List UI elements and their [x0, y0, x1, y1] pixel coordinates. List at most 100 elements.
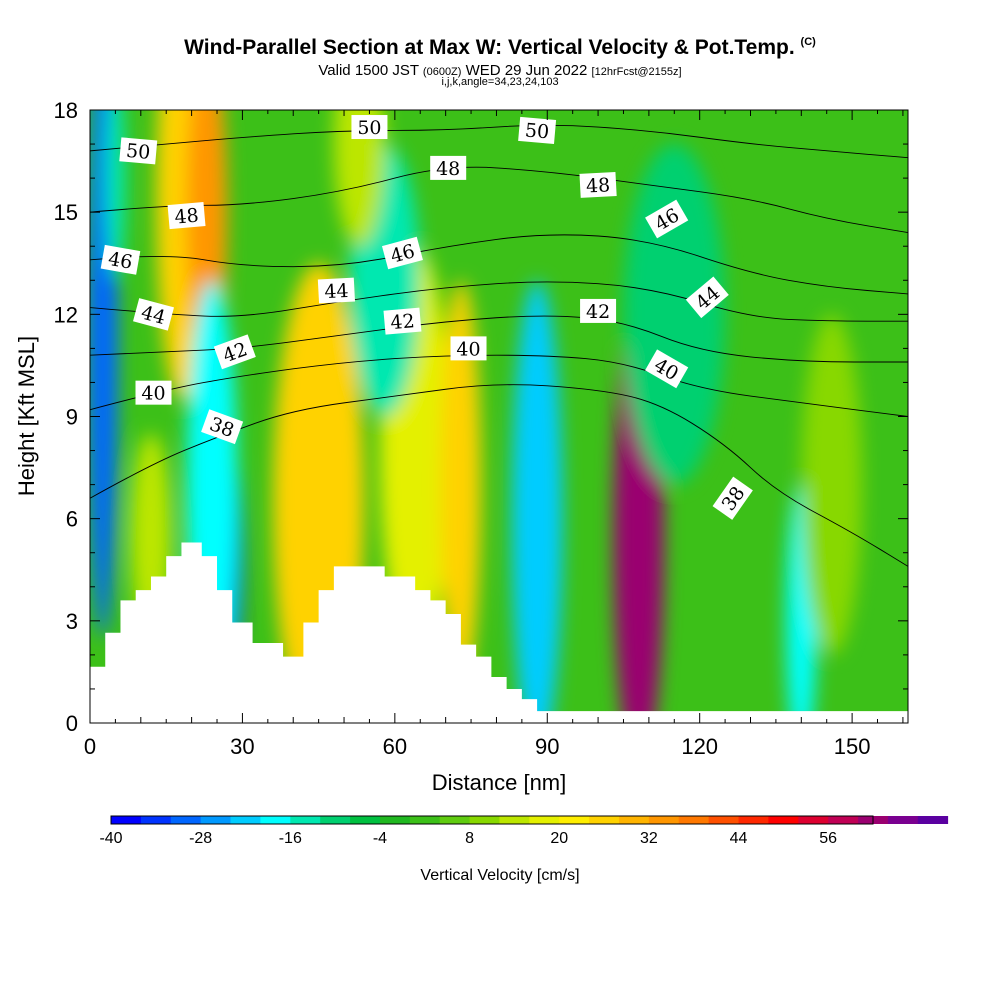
colorbar-tick-label: 20	[550, 830, 568, 847]
colorbar-tick-label: -4	[373, 830, 387, 847]
x-tick-label: 60	[383, 734, 407, 759]
colorbar-swatch	[200, 816, 231, 824]
contour-label-box	[579, 171, 617, 198]
contour-label-box	[712, 476, 753, 520]
contour-label-text: 50	[524, 119, 550, 143]
contour-label-box	[381, 236, 423, 270]
subtitle-fcst: [12hrFcst@2155z]	[591, 66, 682, 78]
colorbar-swatch	[708, 816, 739, 824]
contour-label-14: 42	[580, 298, 617, 323]
contour-label-box	[685, 276, 729, 319]
colorbar-swatch	[828, 816, 859, 824]
contour-label-text: 48	[585, 174, 610, 197]
colorbar-tick-label: -40	[99, 830, 122, 847]
contour-label-5: 48	[579, 171, 617, 198]
colorbar-title: Vertical Velocity [cm/s]	[420, 867, 579, 884]
contour-label-4: 48	[430, 155, 467, 180]
x-tick-label: 30	[230, 734, 254, 759]
colorbar-swatch	[678, 816, 710, 824]
colorbar-swatch	[559, 816, 590, 824]
contour-label-0: 50	[119, 137, 158, 165]
colorbar-swatch	[798, 816, 829, 824]
contour-label-text: 42	[586, 301, 610, 323]
colorbar-swatch	[619, 816, 650, 824]
colorbar-frame	[110, 815, 874, 825]
colorbar-tick-label: -28	[189, 830, 212, 847]
contour-label-box	[135, 380, 172, 405]
contour-label-text: 44	[324, 280, 349, 303]
x-tick-label: 120	[681, 734, 718, 759]
colorbar-swatch	[768, 816, 799, 824]
theta-contour-46	[90, 234, 908, 295]
colorbar-swatch	[350, 816, 381, 824]
contour-label-text: 46	[106, 248, 134, 274]
contour-label-box	[133, 298, 175, 331]
colorbar-swatch	[648, 816, 680, 824]
contour-label-box	[430, 155, 467, 180]
subtitle-date: WED 29 Jun 2022	[465, 62, 588, 79]
velocity-feature-11	[511, 280, 563, 723]
contour-label-18: 38	[201, 409, 244, 445]
y-tick-label: 12	[54, 302, 78, 327]
colorbar-swatch	[170, 816, 202, 824]
contour-label-text: 42	[390, 310, 416, 334]
velocity-feature-16	[801, 314, 863, 655]
contour-label-box	[317, 277, 356, 304]
colorbar-tick-label: 56	[819, 830, 837, 847]
contour-label-3: 48	[167, 202, 206, 230]
subtitle-utc: (0600Z)	[422, 66, 462, 78]
contour-label-box	[167, 202, 206, 230]
y-tick-label: 9	[66, 405, 78, 430]
contour-label-6: 46	[100, 244, 141, 275]
contour-label-box	[213, 334, 256, 370]
x-tick-label: 90	[535, 734, 559, 759]
contour-label-16: 40	[450, 336, 487, 361]
contour-label-2: 50	[518, 116, 557, 144]
colorbar-swatch	[738, 816, 769, 824]
colorbar-swatch	[917, 816, 949, 824]
colorbar-swatch	[320, 816, 351, 824]
contour-label-box	[645, 349, 689, 389]
colorbar-tick-label: 44	[730, 830, 748, 847]
contour-label-1: 50	[351, 115, 388, 140]
contour-label-13: 42	[383, 307, 422, 335]
contour-label-box	[119, 137, 158, 165]
terrain	[90, 542, 908, 723]
x-tick-label: 0	[84, 734, 96, 759]
colorbar: -40 -28 -16 -4 8 20 32 44 56	[99, 815, 949, 847]
contour-label-9: 44	[133, 298, 175, 331]
contour-label-box	[383, 307, 422, 335]
contour-label-box	[580, 298, 617, 323]
contour-label-box	[645, 199, 689, 239]
colorbar-swatch	[887, 816, 919, 824]
y-tick-label: 6	[66, 507, 78, 532]
colorbar-tick-label: 32	[640, 830, 658, 847]
y-tick-label: 3	[66, 609, 78, 634]
x-axis: 0 30 60 90 120 150	[84, 110, 904, 759]
grid-index-line: i,j,k,angle=34,23,24,103	[441, 76, 559, 88]
colorbar-swatch	[230, 816, 261, 824]
y-axis-title: Height [Kft MSL]	[14, 336, 39, 496]
contour-label-box	[201, 409, 244, 445]
colorbar-swatch	[140, 816, 172, 824]
colorbar-swatch	[469, 816, 500, 824]
theta-contour-48	[90, 166, 908, 234]
colorbar-swatch	[589, 816, 620, 824]
colorbar-swatch	[111, 816, 142, 824]
velocity-feature-13	[333, 110, 385, 247]
colorbar-tick-label: 8	[465, 830, 474, 847]
contour-label-box	[100, 244, 141, 275]
subtitle-valid: Valid 1500 JST	[318, 62, 419, 79]
colorbar-tick-label: -16	[279, 830, 302, 847]
colorbar-swatch	[409, 816, 441, 824]
y-tick-label: 15	[54, 200, 78, 225]
colorbar-swatch	[499, 816, 530, 824]
colorbar-swatch	[529, 816, 560, 824]
colorbar-swatch	[439, 816, 470, 824]
contour-label-10: 44	[317, 277, 356, 304]
contour-label-text: 48	[174, 205, 200, 229]
x-tick-label: 150	[834, 734, 871, 759]
velocity-feature-15	[623, 144, 726, 485]
contour-label-15: 40	[135, 380, 172, 405]
